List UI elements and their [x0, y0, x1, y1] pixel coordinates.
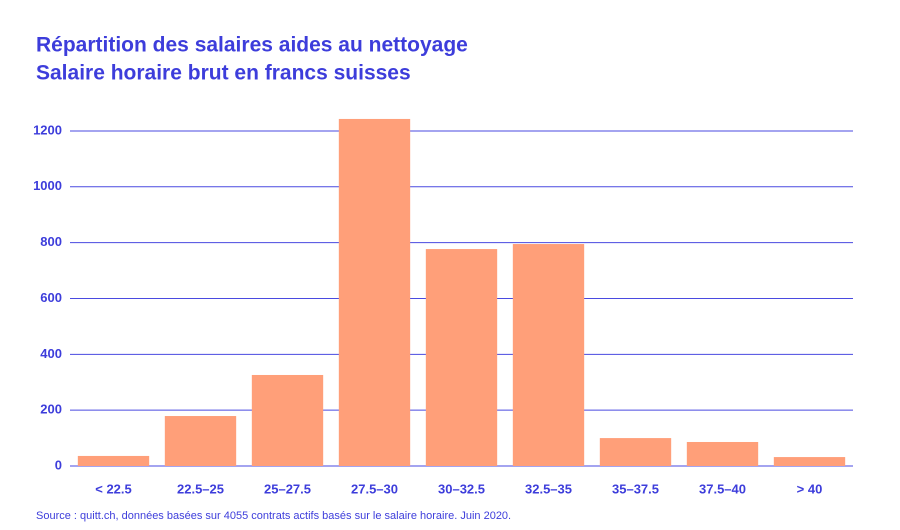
chart-subtitle: Salaire horaire brut en francs suisses	[36, 62, 411, 85]
x-tick-label: 37.5–40	[699, 481, 746, 496]
bar	[338, 118, 411, 466]
y-tick-label: 400	[40, 346, 62, 361]
x-tick-label: 27.5–30	[351, 481, 398, 496]
x-tick-label: 22.5–25	[177, 481, 224, 496]
x-tick-label: 32.5–35	[525, 481, 572, 496]
x-tick-label: 25–27.5	[264, 481, 311, 496]
y-tick-label: 0	[55, 457, 62, 472]
x-tick-label: > 40	[797, 481, 823, 496]
y-tick-label: 200	[40, 402, 62, 417]
x-tick-label: 35–37.5	[612, 481, 659, 496]
bar	[599, 438, 672, 466]
y-tick-label: 1200	[33, 122, 62, 137]
bar	[425, 249, 498, 466]
source-note: Source : quitt.ch, données basées sur 40…	[36, 510, 511, 522]
bar	[512, 244, 585, 466]
bar	[773, 457, 846, 466]
y-tick-label: 800	[40, 234, 62, 249]
bar	[164, 416, 237, 466]
chart-title: Répartition des salaires aides au nettoy…	[36, 34, 468, 57]
x-tick-label: 30–32.5	[438, 481, 485, 496]
bar	[251, 374, 324, 466]
y-tick-label: 1000	[33, 178, 62, 193]
bar	[77, 455, 150, 466]
bar	[686, 441, 759, 466]
x-tick-label: < 22.5	[95, 481, 132, 496]
y-tick-label: 600	[40, 290, 62, 305]
